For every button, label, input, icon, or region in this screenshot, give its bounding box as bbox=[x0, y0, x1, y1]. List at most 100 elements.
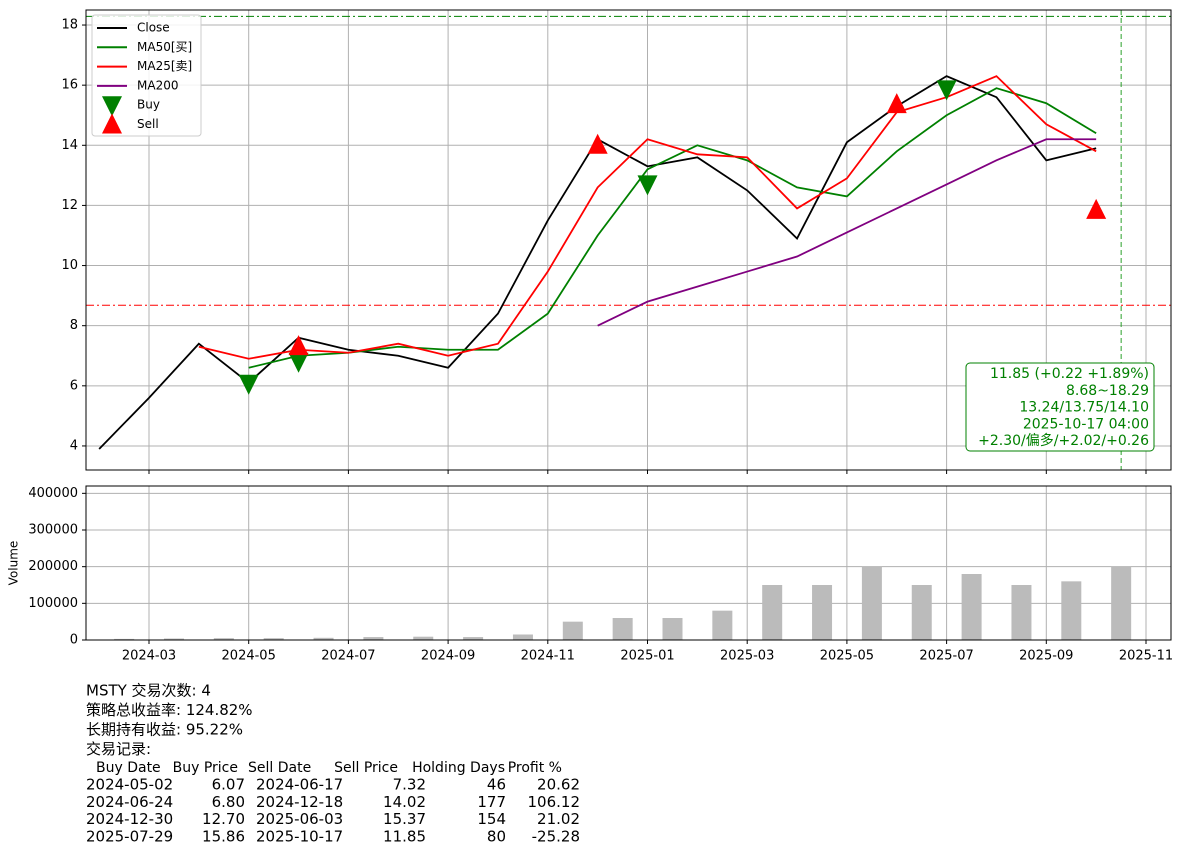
y-tick-label: 8 bbox=[70, 318, 78, 333]
volume-bar bbox=[712, 610, 733, 640]
legend-label: Buy bbox=[137, 98, 160, 112]
x-tick-label: 2024-09 bbox=[421, 649, 475, 664]
x-tick-label: 2025-07 bbox=[919, 649, 973, 664]
volume-bar bbox=[961, 574, 982, 640]
legend-marker bbox=[102, 113, 122, 134]
volume-bar bbox=[263, 638, 284, 640]
legend-marker bbox=[102, 96, 122, 117]
table-cell: 2024-06-17 bbox=[256, 776, 343, 794]
x-tick-label: 2025-11 bbox=[1119, 649, 1173, 664]
volume-bar bbox=[662, 618, 683, 640]
annotation-text: 13.24/13.75/14.10 bbox=[1019, 400, 1149, 416]
y-tick-label: 4 bbox=[70, 438, 78, 453]
y-tick-label: 12 bbox=[61, 198, 78, 213]
y-tick-label: 16 bbox=[61, 78, 78, 93]
table-cell: 15.86 bbox=[202, 827, 245, 845]
trade-marker bbox=[936, 80, 957, 101]
trade-marker bbox=[637, 175, 658, 196]
legend-label: MA200 bbox=[137, 78, 178, 92]
table-cell: 2025-10-17 bbox=[256, 827, 343, 845]
trade-marker bbox=[238, 374, 259, 395]
table-cell: 46 bbox=[487, 776, 506, 794]
table-cell: 15.37 bbox=[383, 810, 426, 828]
annotation-text: 8.68~18.29 bbox=[1066, 383, 1149, 399]
table-cell: 2025-06-03 bbox=[256, 810, 343, 828]
volume-bar bbox=[164, 638, 184, 640]
x-tick-label: 2025-03 bbox=[720, 649, 774, 664]
table-cell: 6.07 bbox=[212, 776, 245, 794]
table-cell: 6.80 bbox=[212, 793, 245, 811]
y-tick-label: 200000 bbox=[28, 559, 78, 574]
summary-line: 交易记录: bbox=[86, 740, 151, 758]
table-header: Sell Date bbox=[248, 760, 311, 776]
y-tick-label: 14 bbox=[61, 138, 78, 153]
y-tick-label: 100000 bbox=[28, 596, 78, 611]
annotation-text: 11.85 (+0.22 +1.89%) bbox=[990, 366, 1149, 382]
legend-label: Sell bbox=[137, 117, 159, 131]
volume-bar bbox=[911, 585, 932, 640]
volume-bar bbox=[114, 638, 135, 640]
table-cell: 2024-05-02 bbox=[86, 776, 173, 794]
table-cell: 14.02 bbox=[383, 793, 426, 811]
series-line bbox=[597, 138, 1097, 327]
series-line bbox=[248, 87, 1097, 369]
x-tick-label: 2024-07 bbox=[321, 649, 375, 664]
summary-line: MSTY 交易次数: 4 bbox=[86, 682, 211, 700]
legend-label: MA25[卖] bbox=[137, 59, 192, 73]
plot-frame bbox=[85, 9, 1172, 471]
annotation-box bbox=[965, 362, 1155, 452]
table-cell: -25.28 bbox=[532, 827, 580, 845]
x-tick-label: 2024-11 bbox=[521, 649, 575, 664]
table-cell: 2024-12-30 bbox=[86, 810, 173, 828]
plot-frame bbox=[85, 485, 1172, 641]
volume-bar bbox=[1011, 585, 1032, 640]
table-cell: 2024-12-18 bbox=[256, 793, 343, 811]
x-tick-label: 2024-05 bbox=[222, 649, 276, 664]
table-cell: 80 bbox=[487, 827, 506, 845]
table-cell: 106.12 bbox=[528, 793, 581, 811]
trade-marker bbox=[1086, 198, 1107, 219]
table-cell: 12.70 bbox=[202, 810, 245, 828]
annotation-text: +2.30/偏多/+2.02/+0.26 bbox=[978, 432, 1149, 449]
legend-label: MA50[买] bbox=[137, 40, 192, 54]
x-tick-label: 2024-03 bbox=[122, 649, 176, 664]
y-axis-label: Volume bbox=[7, 541, 21, 586]
table-cell: 2025-07-29 bbox=[86, 827, 173, 845]
y-tick-label: 400000 bbox=[28, 486, 78, 501]
volume-bar bbox=[363, 637, 384, 640]
y-tick-label: 18 bbox=[61, 18, 78, 33]
trade-marker bbox=[288, 335, 309, 356]
volume-bar bbox=[562, 621, 583, 640]
y-tick-label: 300000 bbox=[28, 523, 78, 538]
volume-bar bbox=[812, 585, 833, 640]
trade-marker bbox=[587, 133, 608, 154]
table-cell: 154 bbox=[477, 810, 506, 828]
table-header: Buy Price bbox=[173, 760, 238, 776]
y-tick-label: 6 bbox=[70, 378, 78, 393]
volume-bar bbox=[512, 634, 533, 640]
summary-line: 长期持有收益: 95.22% bbox=[86, 721, 243, 739]
table-cell: 7.32 bbox=[393, 776, 426, 794]
y-tick-label: 0 bbox=[70, 633, 78, 648]
volume-bar bbox=[762, 585, 783, 640]
legend-box bbox=[91, 14, 202, 137]
table-cell: 21.02 bbox=[537, 810, 580, 828]
table-cell: 11.85 bbox=[383, 827, 426, 845]
volume-bar bbox=[463, 637, 484, 640]
volume-bar bbox=[1111, 566, 1132, 640]
summary-line: 策略总收益率: 124.82% bbox=[86, 701, 253, 719]
volume-bar bbox=[612, 618, 633, 640]
annotation-text: 2025-10-17 04:00 bbox=[1023, 416, 1149, 432]
volume-bar bbox=[213, 638, 234, 640]
x-tick-label: 2025-01 bbox=[620, 649, 674, 664]
volume-bar bbox=[313, 637, 334, 640]
table-cell: 20.62 bbox=[537, 776, 580, 794]
x-tick-label: 2025-09 bbox=[1019, 649, 1073, 664]
trade-marker bbox=[886, 93, 907, 114]
volume-bar bbox=[1061, 581, 1082, 640]
volume-bar bbox=[413, 636, 434, 640]
table-header: Buy Date bbox=[96, 760, 161, 776]
table-cell: 2024-06-24 bbox=[86, 793, 173, 811]
table-header: Sell Price bbox=[334, 760, 398, 776]
